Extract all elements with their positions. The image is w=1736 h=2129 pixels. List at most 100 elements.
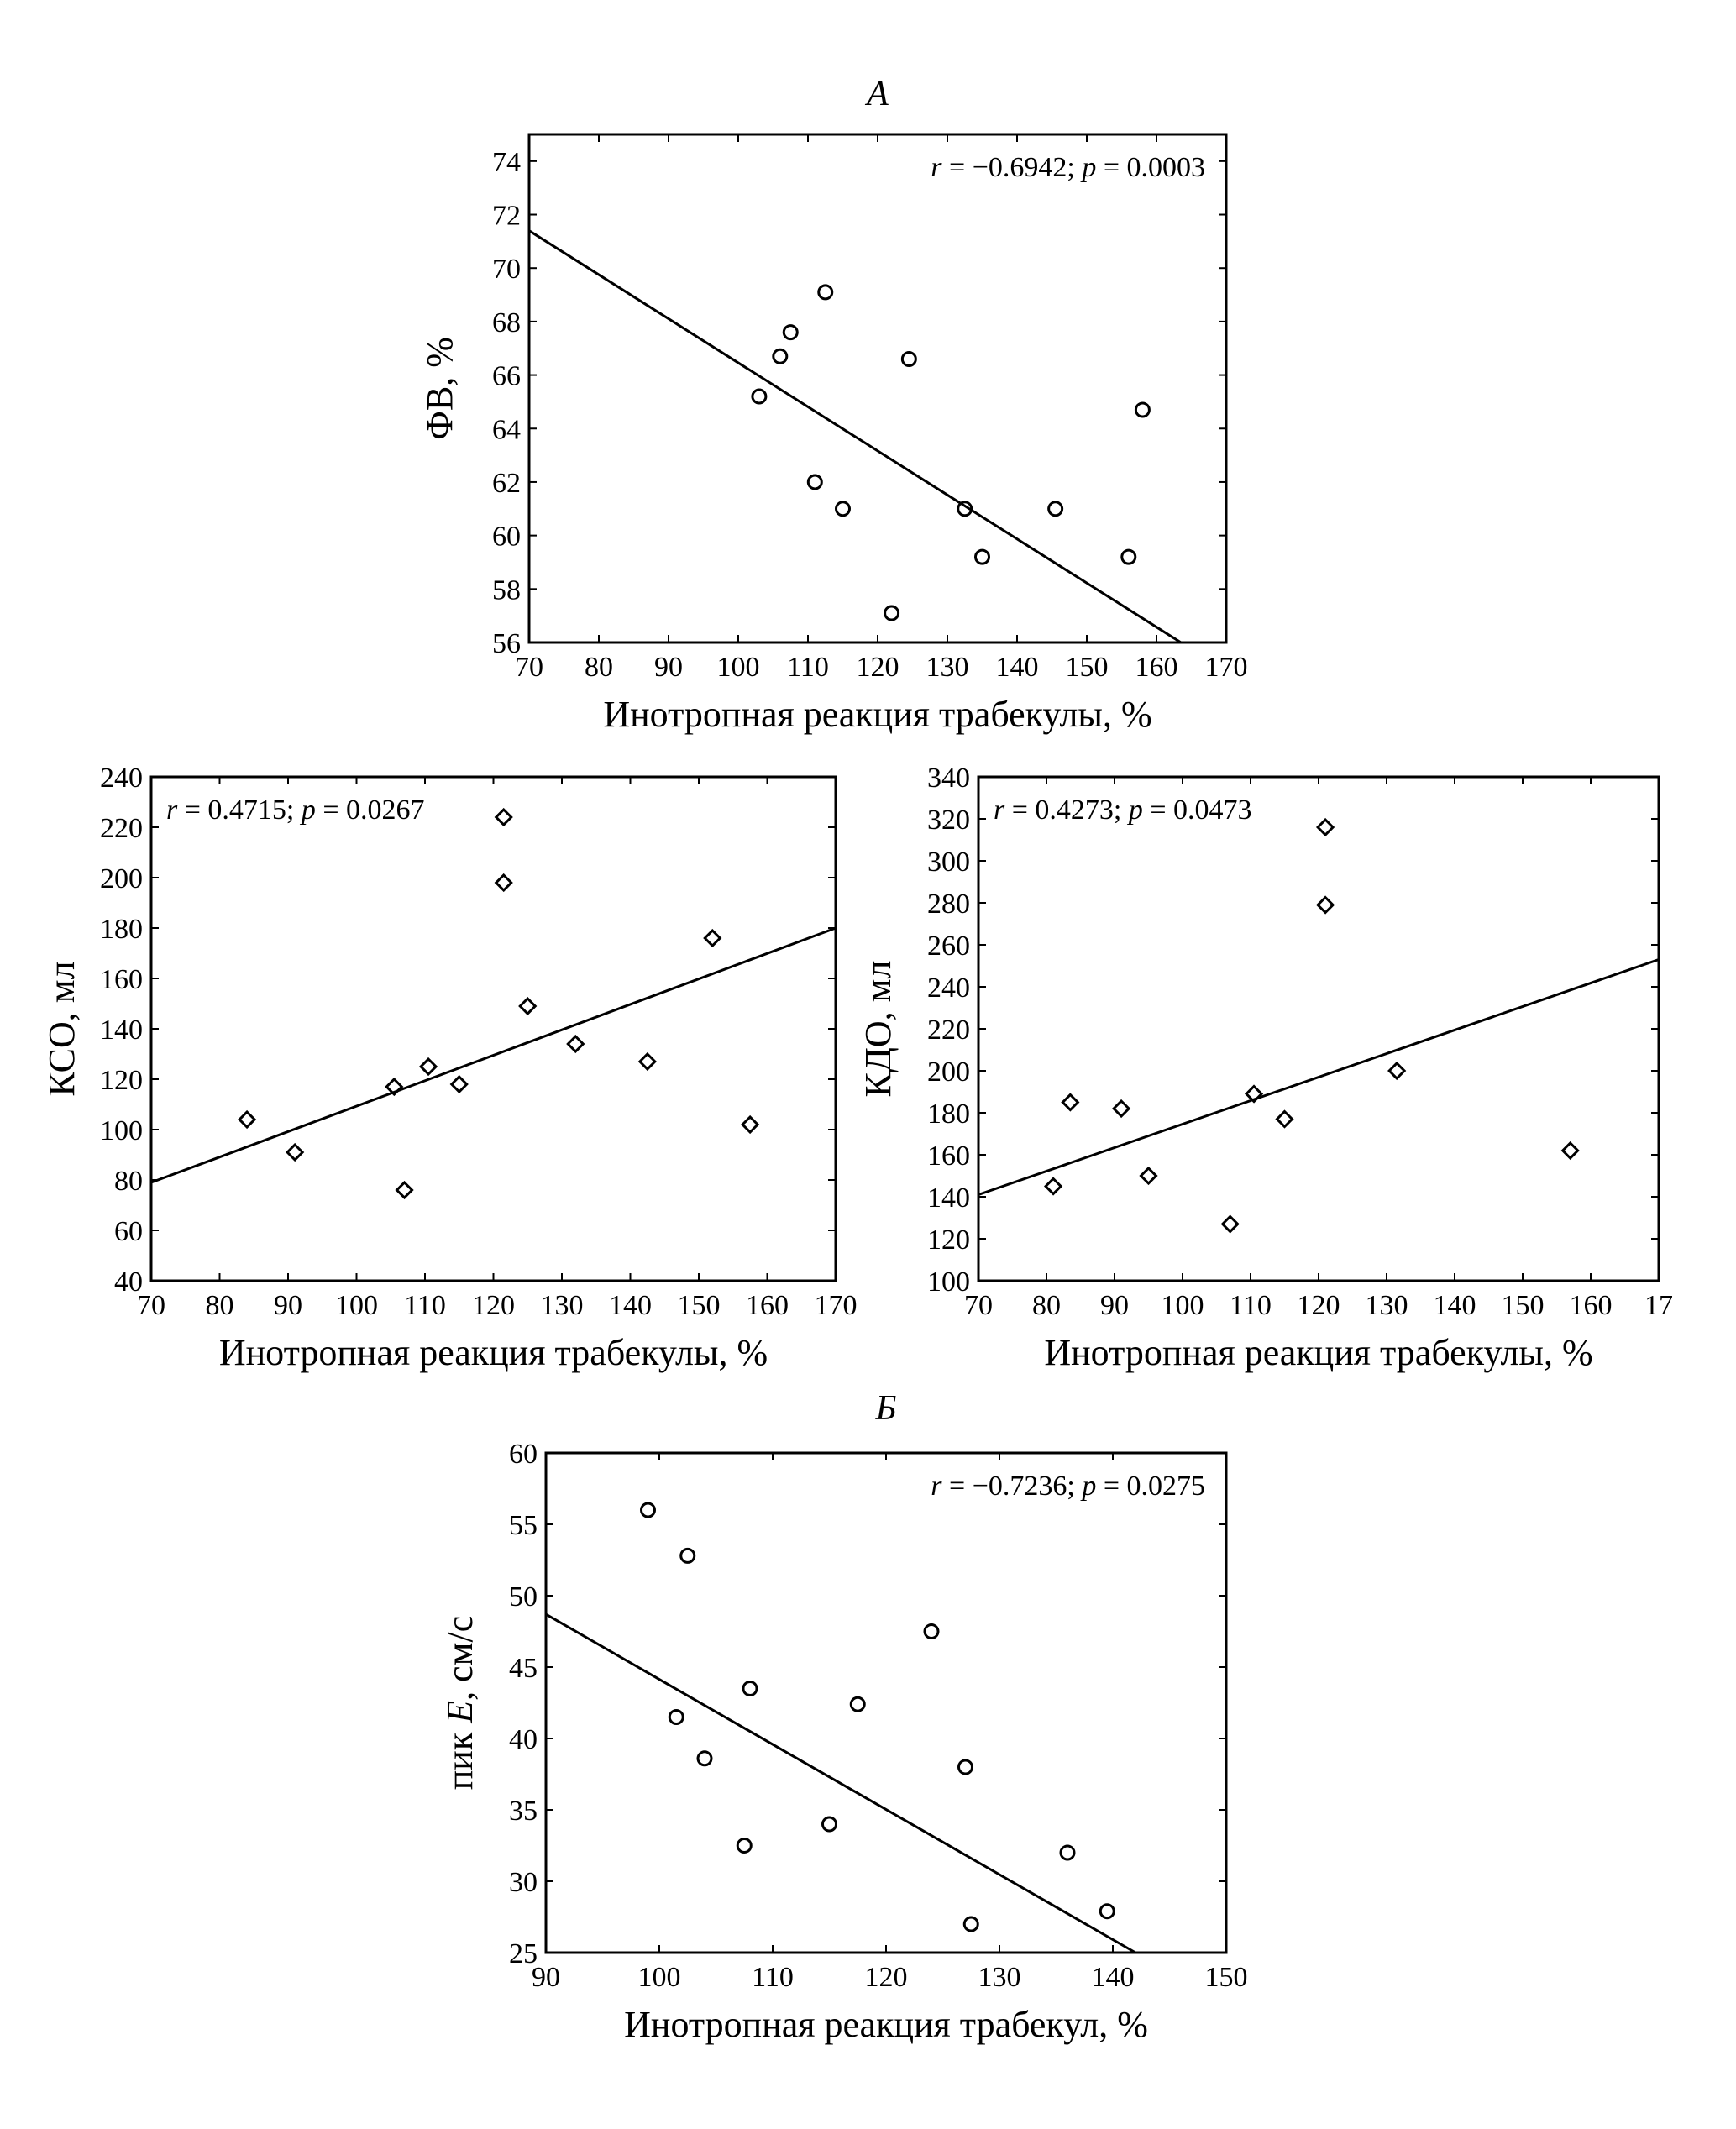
y-tick-label: 56 [492, 628, 521, 659]
data-point [395, 1180, 414, 1200]
data-point [1387, 1061, 1407, 1081]
x-tick-label: 140 [609, 1290, 652, 1321]
y-tick-label: 300 [927, 847, 970, 878]
data-point [817, 284, 834, 301]
x-tick-label: 170 [1205, 652, 1248, 683]
data-point [957, 1759, 973, 1775]
x-tick-label: 150 [1066, 652, 1109, 683]
x-tick-label: 110 [752, 1962, 794, 1993]
y-tick-label: 45 [509, 1653, 538, 1684]
x-tick-label: 140 [996, 652, 1039, 683]
x-tick-label: 130 [978, 1962, 1021, 1993]
data-point [286, 1142, 305, 1162]
data-point [494, 807, 513, 827]
data-point [1275, 1109, 1294, 1129]
data-point [418, 1057, 438, 1077]
regression-line [528, 229, 1182, 644]
annotation-r-sym: r [166, 794, 178, 826]
data-point [1315, 817, 1335, 837]
y-tick-label: 320 [927, 805, 970, 836]
data-point [668, 1709, 684, 1725]
y-tick-label: 60 [114, 1216, 143, 1247]
x-tick-label: 140 [1092, 1962, 1135, 1993]
y-tick-label: 140 [927, 1182, 970, 1214]
y-tick-label: 180 [100, 914, 143, 945]
data-point [957, 501, 973, 517]
data-point [1244, 1084, 1264, 1104]
x-tick-label: 90 [1100, 1290, 1129, 1321]
data-point [449, 1074, 469, 1094]
x-tick-label: 160 [1135, 652, 1178, 683]
y-tick-label: 100 [927, 1266, 970, 1298]
x-tick-label: 100 [717, 652, 760, 683]
data-point [742, 1681, 758, 1696]
y-tick-label: 220 [100, 813, 143, 844]
chart-b: Б 90 100 110 120 130 140 150 25 30 35 40 45 50 55 60 Ино… [439, 1389, 1248, 2045]
regression-line [150, 926, 837, 1184]
y-tick-label: 340 [927, 763, 970, 794]
y-axis-label-post: , см/с [439, 1616, 480, 1701]
y-axis-label-pre: пик [439, 1723, 480, 1790]
x-axis-label: Инотропная реакция трабекулы, % [1044, 1332, 1592, 1373]
data-point [900, 350, 917, 367]
regression-line [978, 958, 1660, 1196]
x-tick-label: 90 [532, 1962, 560, 1993]
data-point [640, 1502, 656, 1518]
y-tick-label: 50 [509, 1581, 538, 1612]
data-point [1061, 1093, 1080, 1112]
x-tick-label: 120 [472, 1290, 515, 1321]
correlation-annotation: r = 0.4715; p = 0.0267 [166, 794, 425, 826]
annotation-p-sym: p [1080, 1471, 1096, 1502]
data-point [637, 1051, 657, 1072]
correlation-annotation: r = −0.7236; p = 0.0275 [931, 1471, 1205, 1502]
y-tick-label: 60 [509, 1439, 538, 1470]
x-tick-label: 70 [515, 652, 543, 683]
plot-frame [149, 775, 837, 1282]
annotation-p-sym: p [300, 794, 316, 826]
y-tick-label: 74 [492, 147, 521, 178]
x-tick-label: 130 [1366, 1290, 1408, 1321]
x-tick-label: 100 [335, 1290, 378, 1321]
x-tick-label: 90 [274, 1290, 302, 1321]
chart-a: A 70 80 90 100 110 120 130 140 150 160 170 56 58 60 62 6… [419, 75, 1248, 735]
y-tick-label: 140 [100, 1015, 143, 1046]
x-axis-label: Инотропная реакция трабекулы, % [219, 1332, 768, 1373]
x-tick-label: 110 [787, 652, 829, 683]
x-tick-label: 110 [404, 1290, 446, 1321]
y-tick-label: 260 [927, 931, 970, 962]
annotation-p-text: = 0.0003 [1096, 152, 1205, 183]
x-axis-label: Инотропная реакция трабекул, % [624, 2004, 1148, 2045]
data-point [821, 1816, 837, 1833]
data-point [736, 1838, 753, 1854]
y-tick-label: 220 [927, 1015, 970, 1046]
x-tick-label: 120 [865, 1962, 908, 1993]
plot-frame [544, 1451, 1228, 1954]
y-axis-label: КСО, мл [41, 961, 82, 1096]
y-tick-label: 120 [100, 1065, 143, 1096]
annotation-p-text: = 0.0275 [1096, 1471, 1205, 1502]
data-point [518, 996, 538, 1016]
data-point [1134, 401, 1151, 418]
y-tick-label: 66 [492, 361, 521, 392]
data-point [1043, 1177, 1063, 1196]
y-tick-label: 35 [509, 1796, 538, 1827]
regression-line [545, 1612, 1136, 1954]
y-tick-label: 58 [492, 574, 521, 606]
data-point [385, 1077, 404, 1097]
x-tick-label: 140 [1434, 1290, 1476, 1321]
y-tick-label: 180 [927, 1099, 970, 1130]
annotation-r-sym: r [931, 152, 942, 183]
data-point [1111, 1099, 1131, 1119]
plot-frame [527, 133, 1228, 644]
annotation-r-sym: r [994, 794, 1005, 826]
annotation-r-text: = 0.4715; [177, 794, 302, 826]
data-point [696, 1750, 713, 1767]
data-point [1139, 1166, 1158, 1186]
plot-frame [977, 775, 1660, 1282]
y-tick-label: 160 [927, 1141, 970, 1172]
y-tick-label: 40 [509, 1724, 538, 1755]
y-tick-label: 30 [509, 1867, 538, 1898]
y-tick-label: 40 [114, 1266, 143, 1298]
panel-label: Б [875, 1389, 897, 1428]
data-point [1315, 895, 1335, 915]
